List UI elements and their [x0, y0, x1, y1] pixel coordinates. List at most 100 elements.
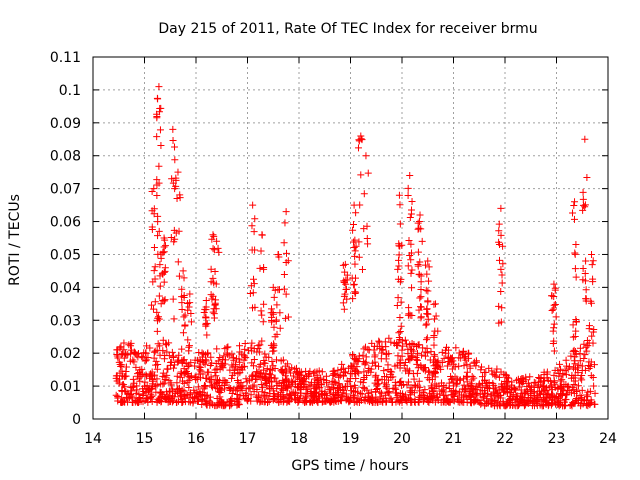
data-point — [358, 265, 366, 273]
data-point — [187, 309, 195, 317]
data-point — [161, 352, 169, 360]
data-point — [364, 367, 372, 375]
data-point — [431, 315, 439, 323]
data-point — [241, 345, 249, 353]
data-point — [236, 384, 244, 392]
data-point — [380, 367, 388, 375]
data-point — [173, 195, 181, 203]
data-point — [392, 389, 400, 397]
data-point — [559, 370, 567, 378]
data-point — [415, 218, 423, 226]
data-point — [163, 365, 171, 373]
data-point — [341, 290, 349, 298]
data-point — [398, 241, 406, 249]
data-point — [215, 388, 223, 396]
data-point — [207, 382, 215, 390]
data-point — [550, 377, 558, 385]
data-point — [551, 284, 559, 292]
data-point — [391, 378, 399, 386]
data-point — [206, 393, 214, 401]
data-point — [265, 353, 273, 361]
data-point — [495, 227, 503, 235]
data-point — [157, 104, 165, 112]
data-point — [202, 297, 210, 305]
data-point — [283, 384, 291, 392]
data-point — [301, 394, 309, 402]
data-point — [507, 389, 515, 397]
data-point — [483, 383, 491, 391]
data-point — [533, 391, 541, 399]
data-point — [349, 295, 357, 303]
data-point — [161, 376, 169, 384]
data-point — [181, 394, 189, 402]
data-point — [291, 365, 299, 373]
data-point — [151, 347, 159, 355]
data-point — [423, 344, 431, 352]
data-point — [273, 330, 281, 338]
data-point — [283, 249, 291, 257]
data-point — [535, 374, 543, 382]
data-point — [246, 290, 254, 298]
data-point — [166, 388, 174, 396]
data-point — [342, 390, 350, 398]
data-point — [550, 301, 558, 309]
data-point — [171, 156, 179, 164]
data-point — [590, 361, 598, 369]
data-point — [257, 247, 265, 255]
data-point — [227, 401, 235, 409]
data-point — [425, 277, 433, 285]
x-tick-label: 16 — [187, 431, 205, 447]
data-point — [418, 237, 426, 245]
data-point — [580, 396, 588, 404]
data-point — [339, 392, 347, 400]
data-point — [169, 136, 177, 144]
data-point — [579, 399, 587, 407]
data-point — [361, 359, 369, 367]
data-point — [155, 83, 163, 91]
data-point — [159, 336, 167, 344]
data-point — [438, 387, 446, 395]
data-point — [446, 358, 454, 366]
data-point — [141, 378, 149, 386]
data-point — [431, 367, 439, 375]
data-point — [148, 223, 156, 231]
data-point — [209, 401, 217, 409]
data-point — [452, 380, 460, 388]
data-point — [360, 190, 368, 198]
data-point — [267, 305, 275, 313]
data-point — [436, 363, 444, 371]
data-point — [279, 356, 287, 364]
data-point — [238, 350, 246, 358]
data-point — [269, 283, 277, 291]
data-point — [569, 209, 577, 217]
data-point — [117, 362, 125, 370]
data-point — [495, 373, 503, 381]
data-point — [562, 380, 570, 388]
data-point — [398, 352, 406, 360]
data-point — [142, 349, 150, 357]
data-point — [360, 225, 368, 233]
data-point — [149, 377, 157, 385]
data-point — [424, 257, 432, 265]
data-point — [425, 367, 433, 375]
data-point — [340, 372, 348, 380]
data-point — [578, 376, 586, 384]
data-point — [351, 252, 359, 260]
data-point — [263, 365, 271, 373]
data-point — [572, 273, 580, 281]
data-point — [375, 337, 383, 345]
data-point — [441, 395, 449, 403]
data-point — [571, 249, 579, 257]
data-point — [373, 342, 381, 350]
data-point — [172, 399, 180, 407]
data-point — [495, 220, 503, 228]
data-point — [499, 260, 507, 268]
data-point — [430, 351, 438, 359]
data-point — [563, 362, 571, 370]
data-point — [121, 398, 129, 406]
data-point — [588, 332, 596, 340]
data-point — [207, 291, 215, 299]
data-point — [572, 241, 580, 249]
data-point — [543, 374, 551, 382]
